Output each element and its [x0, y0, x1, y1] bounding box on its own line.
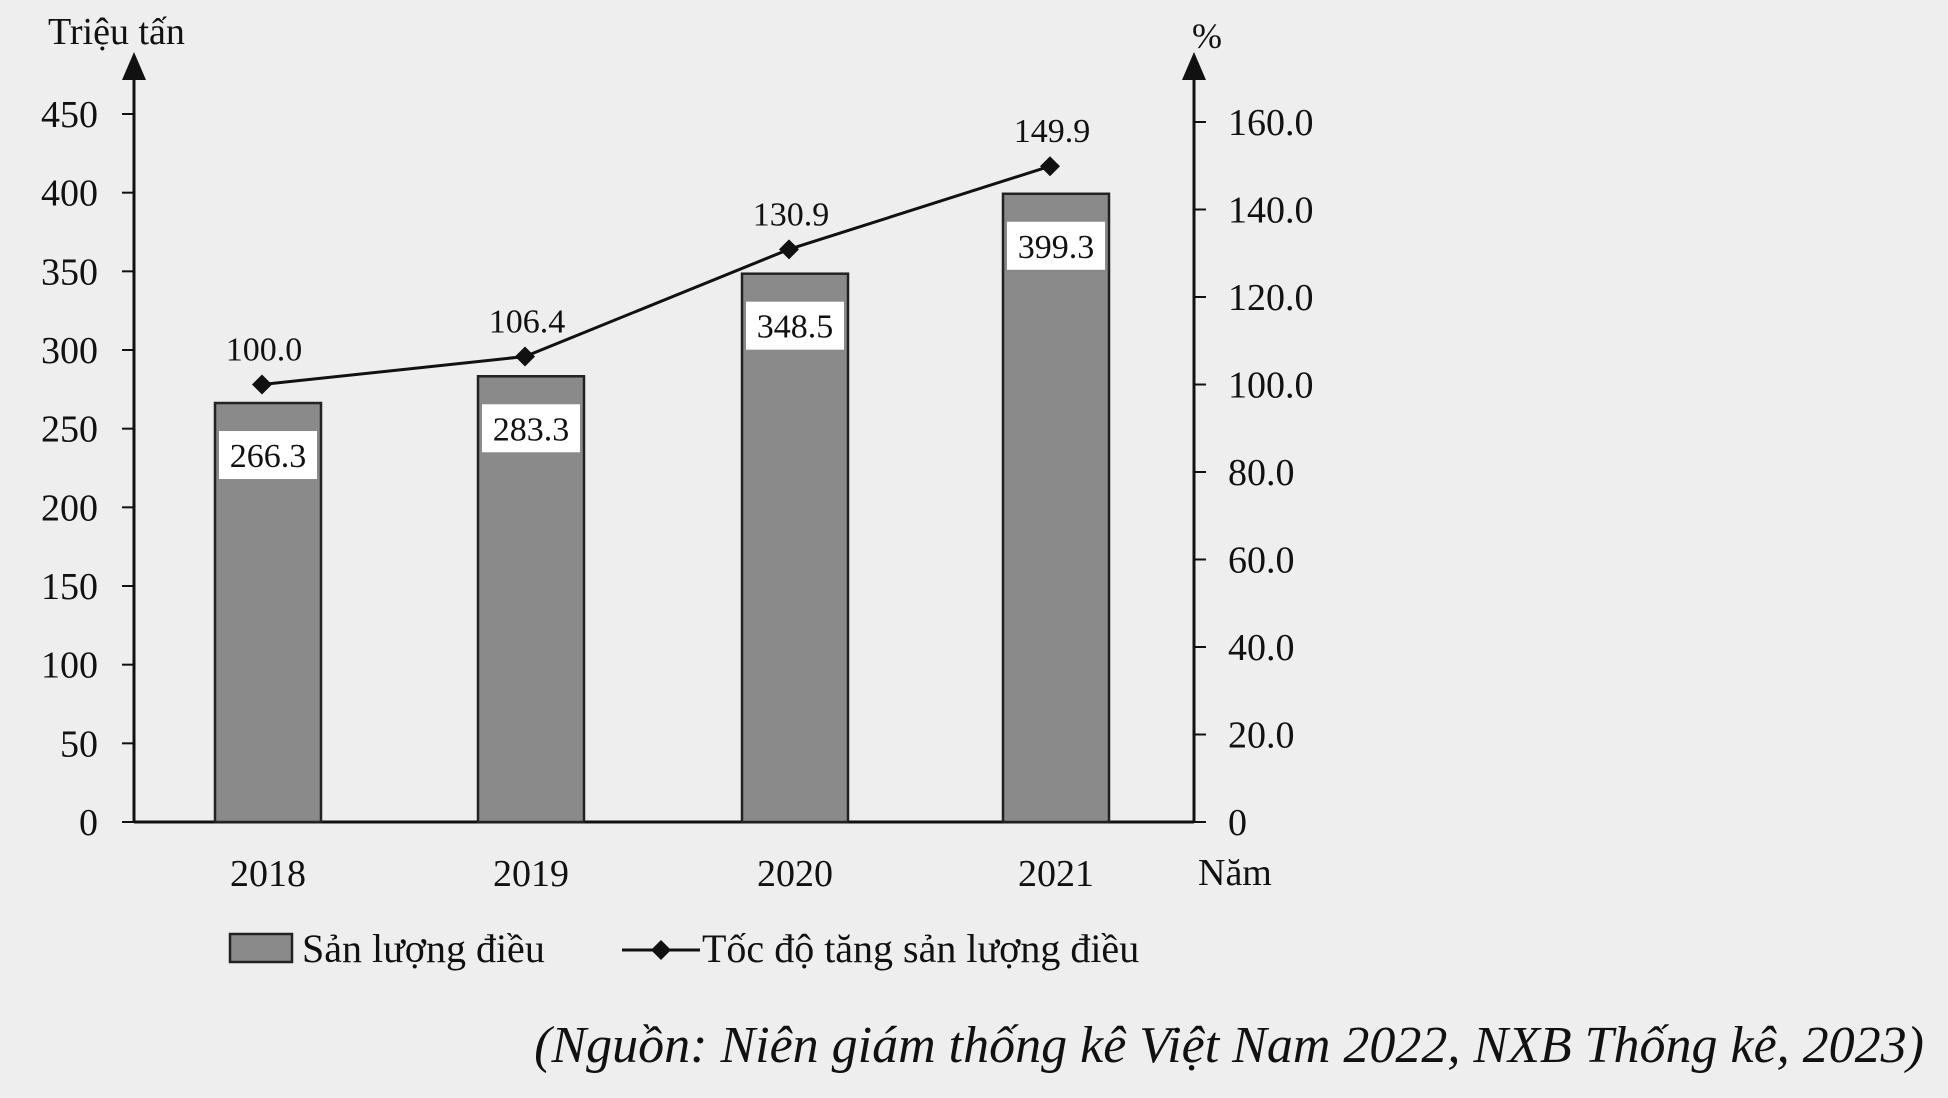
line-point: [252, 374, 272, 395]
right-axis-label: %: [1192, 16, 1222, 56]
line-value-label: 100.0: [226, 332, 303, 369]
right-tick-label: 40.0: [1228, 627, 1295, 669]
bar-series: [213, 192, 1111, 824]
data-labels: 266.3 283.3 348.5 399.3 100.0 106.4 130.9 149.9: [219, 113, 1105, 480]
legend-bar-label: Sản lượng điều: [302, 926, 545, 971]
left-tick-label: 150: [41, 566, 98, 608]
left-tick-label: 50: [60, 723, 98, 765]
bar-label-box: [482, 404, 580, 453]
x-tick-label: 2019: [493, 853, 569, 895]
bar-value-label: 266.3: [230, 438, 307, 475]
bar: [740, 272, 850, 824]
right-tick-label: 20.0: [1228, 715, 1295, 757]
x-tick-label: 2020: [757, 853, 833, 895]
x-tick-label: 2021: [1018, 853, 1094, 895]
bar: [1001, 192, 1111, 824]
left-tick-label: 300: [41, 330, 98, 372]
line-value-label: 130.9: [753, 196, 830, 233]
left-tick-label: 100: [41, 645, 98, 687]
right-tick-label: 100.0: [1228, 365, 1314, 407]
left-tick-label: 200: [41, 487, 98, 529]
line-point: [515, 346, 535, 367]
right-tick-label: 80.0: [1228, 452, 1295, 494]
right-axis-arrow: [1182, 52, 1206, 80]
right-tick-label: 60.0: [1228, 540, 1295, 582]
legend-line-label: Tốc độ tăng sản lượng điều: [702, 926, 1139, 971]
line-point: [1040, 156, 1060, 177]
bar-label-box: [1007, 221, 1105, 270]
legend: Sản lượng điều Tốc độ tăng sản lượng điều: [228, 926, 1139, 971]
left-axis-arrow: [122, 52, 146, 80]
right-tick-label: 0: [1228, 802, 1247, 844]
right-tick-label: 160.0: [1228, 102, 1314, 144]
bar-value-label: 283.3: [493, 411, 570, 448]
bar-value-label: 399.3: [1018, 229, 1095, 266]
left-tick-label: 0: [79, 802, 98, 844]
x-tick-label: 2018: [230, 853, 306, 895]
line-point: [779, 239, 799, 260]
line-value-label: 149.9: [1014, 113, 1091, 150]
left-tick-label: 350: [41, 251, 98, 293]
legend-bar-swatch: [228, 932, 294, 964]
legend-line-marker: [651, 940, 671, 960]
source-note: (Nguồn: Niên giám thống kê Việt Nam 2022…: [534, 1017, 1924, 1074]
bar-label-box: [219, 431, 317, 480]
left-tick-label: 250: [41, 409, 98, 451]
line-series: [252, 156, 1060, 395]
left-axis-label: Triệu tấn: [48, 11, 185, 53]
left-tick-label: 450: [41, 94, 98, 136]
line-path: [261, 164, 1051, 386]
left-tick-label: 400: [41, 173, 98, 215]
x-axis-label: Năm: [1198, 852, 1272, 894]
bar-value-label: 348.5: [757, 309, 834, 346]
line-value-label: 106.4: [489, 304, 566, 341]
bar-label-box: [746, 301, 844, 350]
right-tick-label: 140.0: [1228, 190, 1314, 232]
right-tick-label: 120.0: [1228, 277, 1314, 319]
